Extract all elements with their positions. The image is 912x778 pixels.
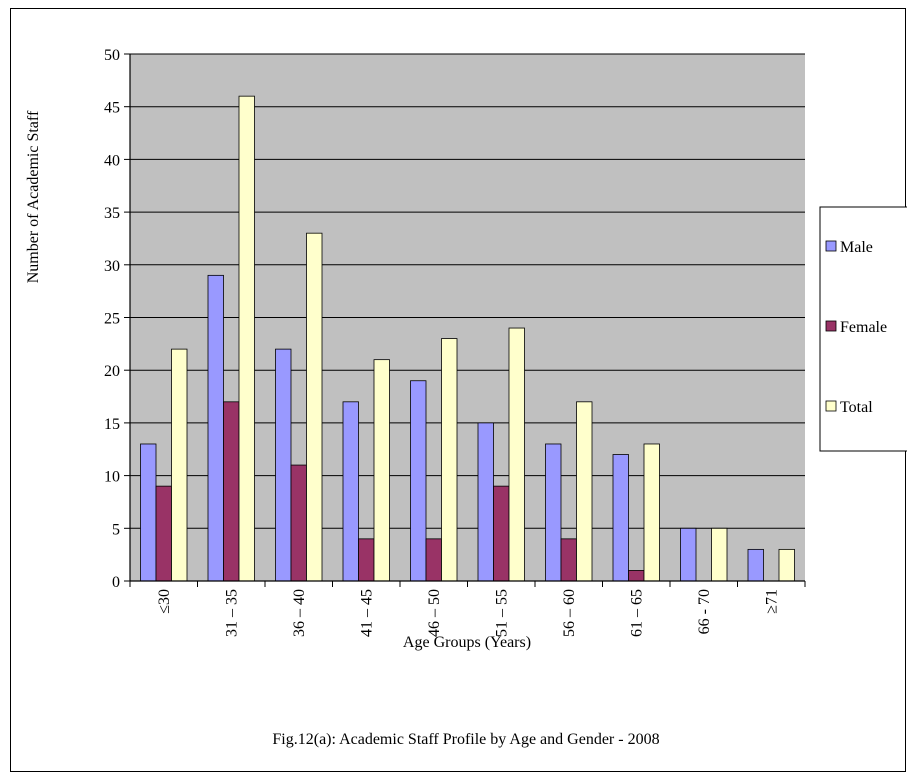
legend: Male Female Total — [819, 206, 907, 452]
bar-male — [545, 443, 562, 582]
bar-total — [711, 527, 728, 582]
y-tick-label: 45 — [104, 100, 120, 117]
bar-female — [358, 538, 375, 582]
bar-female — [425, 538, 442, 582]
x-tick-label: 56 – 60 — [561, 589, 578, 637]
y-tick-label: 20 — [104, 363, 120, 380]
bar-female — [290, 464, 307, 582]
bar-total — [778, 548, 795, 582]
y-tick-labels: 0 5 10 15 20 25 30 35 40 45 50 — [104, 47, 120, 591]
y-tick-label: 0 — [112, 574, 120, 591]
x-tick-label: 46 – 50 — [426, 589, 443, 637]
legend-swatch-male — [825, 240, 837, 252]
y-tick-label: 30 — [104, 258, 120, 275]
bar-total — [171, 348, 188, 582]
y-tick-label: 15 — [104, 416, 120, 433]
bar-female — [155, 485, 172, 582]
y-tick-label: 10 — [104, 469, 120, 486]
bar-male — [680, 527, 697, 582]
bar-total — [306, 232, 323, 582]
bar-male — [747, 548, 764, 582]
bar-total — [238, 95, 255, 582]
legend-label-male: Male — [840, 239, 873, 256]
x-tick-label: 36 – 40 — [291, 589, 308, 637]
y-tick-label: 50 — [104, 47, 120, 64]
x-tick-label: 41 – 45 — [358, 589, 375, 637]
bar-male — [275, 348, 292, 582]
bar-total — [576, 401, 593, 582]
x-tick-label: 51 – 55 — [493, 589, 510, 637]
x-tick-label: ≤30 — [156, 589, 173, 614]
bar-male — [612, 454, 629, 582]
y-tick-label: 35 — [104, 205, 120, 222]
x-axis-label: Age Groups (Years) — [403, 634, 531, 651]
y-tick-label: 40 — [104, 152, 120, 169]
x-tick-label: 61 – 65 — [628, 589, 645, 637]
bar-female — [560, 538, 577, 582]
bar-female — [223, 401, 240, 582]
bar-total — [373, 359, 390, 582]
x-tick-label: 31 – 35 — [223, 589, 240, 637]
y-axis-label: Number of Academic Staff — [25, 110, 42, 283]
x-tick-label: ≥71 — [763, 589, 780, 614]
bar-total — [508, 327, 525, 582]
y-tick-label: 25 — [104, 311, 120, 328]
bar-chart: 0 5 10 15 20 25 30 35 40 45 50 ≤30 31 – 35 36 – 40 41… — [25, 47, 907, 748]
bar-total — [441, 338, 458, 582]
chart-frame: 0 5 10 15 20 25 30 35 40 45 50 ≤30 31 – 35 36 – 40 41… — [10, 8, 907, 772]
bar-male — [410, 380, 427, 582]
x-tick-label: 66 - 70 — [696, 589, 713, 634]
bar-male — [477, 422, 494, 582]
bar-total — [643, 443, 660, 582]
bar-female — [493, 485, 510, 582]
legend-label-total: Total — [840, 399, 873, 416]
bar-male — [140, 443, 157, 582]
x-tick-labels: ≤30 31 – 35 36 – 40 41 – 45 46 – 50 51 – 55 56… — [156, 589, 781, 637]
bar-male — [342, 401, 359, 582]
legend-swatch-total — [825, 400, 837, 412]
bar-female — [628, 570, 645, 582]
legend-label-female: Female — [840, 319, 887, 336]
chart-title: Fig.12(a): Academic Staff Profile by Age… — [272, 731, 659, 748]
bar-male — [207, 274, 224, 582]
axes — [124, 53, 806, 587]
bars — [140, 95, 795, 582]
legend-swatch-female — [825, 320, 837, 332]
y-tick-label: 5 — [112, 521, 120, 538]
